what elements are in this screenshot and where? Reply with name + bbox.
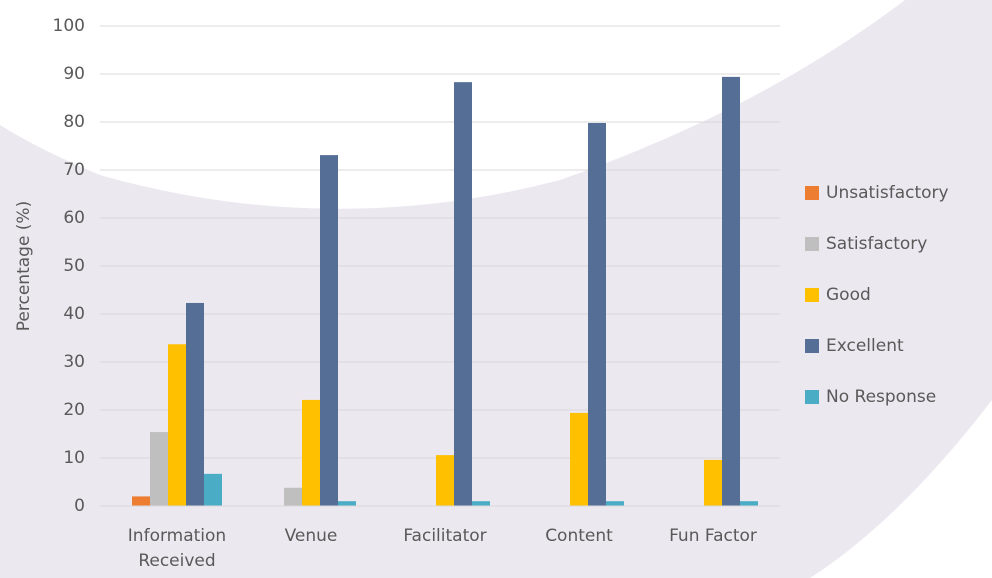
bar [606,501,624,506]
legend-label: Unsatisfactory [826,183,949,203]
bar [320,155,338,506]
y-tick-label: 100 [53,16,85,36]
y-tick-label: 60 [63,208,85,228]
bar [704,460,722,506]
bar [168,344,186,506]
legend-swatch [805,186,819,200]
bar [186,303,204,506]
bar [338,501,356,506]
legend-label: Good [826,285,871,305]
bar [454,82,472,506]
bar [302,400,320,506]
x-tick-label: Content [545,526,613,546]
bar [570,413,588,506]
bar [132,496,150,506]
legend-label: Satisfactory [826,234,927,254]
legend-swatch [805,390,819,404]
chart: Percentage (%) 0102030405060708090100Inf… [0,0,992,578]
background-shape [0,125,100,578]
bar [740,501,758,506]
x-tick-label: Facilitator [403,526,486,546]
y-tick-label: 90 [63,64,85,84]
bar [472,501,490,506]
y-tick-label: 0 [74,496,85,516]
y-tick-label: 20 [63,400,85,420]
bar [284,488,302,506]
y-tick-label: 70 [63,160,85,180]
legend-label: Excellent [826,336,904,356]
bar [722,77,740,506]
bar [436,455,454,506]
y-tick-label: 50 [63,256,85,276]
y-tick-label: 30 [63,352,85,372]
legend-swatch [805,339,819,353]
legend-swatch [805,237,819,251]
bar [588,123,606,506]
y-tick-label: 40 [63,304,85,324]
x-tick-label: Venue [285,526,338,546]
y-axis-title: Percentage (%) [14,201,34,331]
bar [150,432,168,506]
legend-swatch [805,288,819,302]
y-tick-label: 80 [63,112,85,132]
y-tick-label: 10 [63,448,85,468]
x-tick-label: Fun Factor [669,526,757,546]
bar [204,474,222,506]
legend-label: No Response [826,387,936,407]
